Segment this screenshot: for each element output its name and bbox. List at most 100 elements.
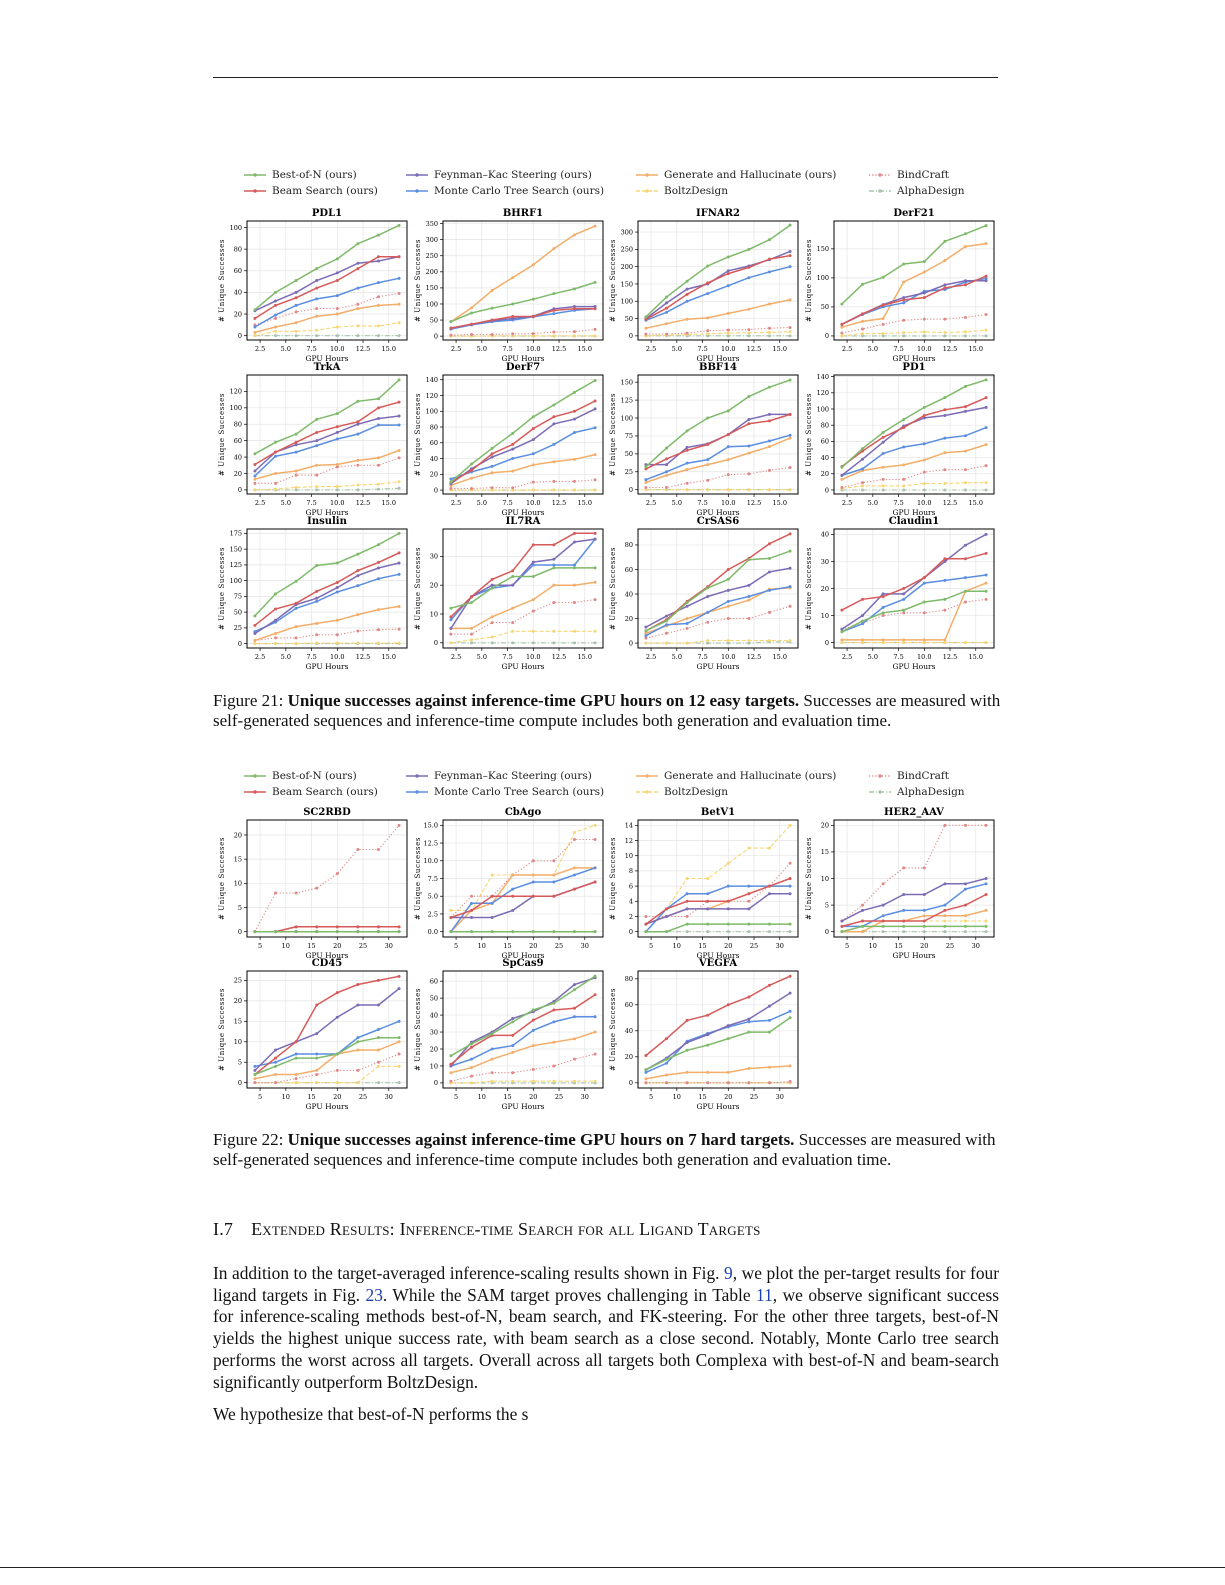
data-point (294, 310, 298, 314)
data-point (470, 930, 474, 934)
data-point (552, 308, 556, 312)
data-point (511, 431, 515, 435)
data-point (706, 292, 710, 296)
legend-label: Feynman–Kac Steering (ours) (434, 169, 592, 181)
y-tick-label: 0 (434, 639, 438, 647)
chart-title: Insulin (307, 516, 347, 527)
data-point (490, 1047, 494, 1051)
x-tick-label: 12.5 (747, 653, 761, 661)
data-point (593, 305, 597, 309)
data-point (449, 916, 453, 919)
data-point (470, 1042, 474, 1046)
table-11-link[interactable]: 11 (756, 1284, 773, 1305)
data-point (902, 597, 906, 601)
y-tick-label: 60 (430, 977, 438, 985)
data-point (397, 449, 401, 453)
data-point (767, 892, 771, 896)
plot-frame (442, 970, 604, 1089)
data-point (274, 642, 278, 646)
data-point (449, 326, 453, 330)
legend-line-icon (406, 774, 428, 778)
x-tick-label: 15 (503, 942, 511, 950)
data-point (356, 420, 360, 424)
data-point (449, 632, 453, 636)
data-point (274, 313, 278, 317)
data-point (922, 892, 926, 896)
data-point (253, 323, 257, 327)
data-point (665, 463, 669, 467)
series-line (254, 642, 400, 645)
data-point (376, 259, 380, 263)
series-monte-carlo-tree-search-ours (253, 276, 401, 329)
data-point (881, 641, 885, 645)
data-point (572, 583, 576, 587)
x-tick-label: 7.5 (306, 345, 316, 353)
series-best-of-n-ours (840, 924, 988, 934)
data-point (984, 589, 988, 593)
data-point (490, 452, 494, 456)
data-point (963, 600, 967, 604)
data-point (922, 291, 926, 295)
data-point (767, 930, 771, 934)
data-point (356, 983, 360, 986)
series-best-of-n-ours (449, 379, 597, 484)
data-point (861, 919, 865, 923)
data-point (861, 924, 865, 928)
series-boltzdesign (253, 641, 401, 646)
data-point (881, 484, 885, 488)
series-line (450, 225, 596, 323)
data-point (881, 435, 885, 439)
data-point (356, 261, 360, 265)
data-point (490, 471, 494, 475)
data-point (274, 618, 278, 622)
x-tick-label: 15 (698, 942, 706, 950)
data-point (963, 919, 967, 923)
chart-title: CrSAS6 (697, 516, 739, 527)
data-point (840, 477, 844, 481)
data-point (376, 416, 380, 420)
series-best-of-n-ours (449, 566, 597, 610)
data-point (747, 307, 751, 311)
data-point (253, 334, 257, 338)
data-point (511, 469, 515, 473)
data-point (397, 423, 401, 427)
data-point (253, 469, 257, 473)
data-point (747, 594, 751, 598)
data-point (490, 635, 494, 639)
series-line (450, 994, 596, 1065)
data-point (840, 322, 844, 326)
data-point (685, 617, 689, 621)
figure-23-link[interactable]: 23 (365, 1284, 383, 1305)
data-point (356, 267, 360, 271)
x-tick-label: 5.0 (477, 499, 487, 507)
series-line (254, 401, 400, 466)
data-point (274, 1081, 278, 1085)
series-generate-and-hallucinate-ours (253, 302, 401, 334)
data-point (274, 487, 278, 491)
x-tick-label: 15.0 (969, 499, 983, 507)
data-point (861, 332, 865, 336)
data-point (572, 988, 576, 992)
series-boltzdesign (253, 480, 401, 492)
data-point (470, 311, 474, 315)
data-point (470, 600, 474, 604)
series-monte-carlo-tree-search-ours (840, 426, 988, 477)
series-line (841, 397, 987, 468)
data-point (572, 641, 576, 645)
figure-9-link[interactable]: 9 (724, 1263, 733, 1283)
series-boltzdesign (449, 488, 597, 492)
series-line (645, 265, 791, 321)
data-point (644, 488, 648, 492)
data-point (747, 846, 751, 850)
series-line (841, 552, 987, 611)
y-tick-label: 60 (625, 566, 633, 574)
data-point (943, 468, 947, 472)
data-point (552, 334, 556, 338)
data-point (665, 470, 669, 474)
data-point (685, 429, 689, 433)
legend-label: Monte Carlo Tree Search (ours) (434, 185, 605, 197)
data-point (767, 639, 771, 643)
y-tick-label: 12 (625, 837, 633, 845)
data-point (788, 877, 792, 880)
